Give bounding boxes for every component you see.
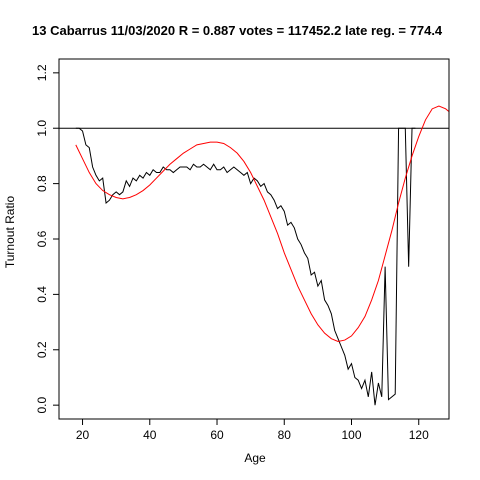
x-tick-label: 60 bbox=[210, 428, 224, 442]
x-tick-label: 100 bbox=[341, 428, 361, 442]
x-tick-label: 80 bbox=[278, 428, 292, 442]
x-tick-label: 120 bbox=[409, 428, 429, 442]
plot-area: 20 40 60 80 100 120 0.0 0.2 0.4 0.6 0.8 1.0 1.2 bbox=[35, 58, 450, 442]
y-tick-label: 0.6 bbox=[35, 230, 49, 247]
x-axis-label: Age bbox=[244, 451, 266, 465]
plot-frame bbox=[58, 58, 450, 420]
x-tick-label: 40 bbox=[143, 428, 157, 442]
x-tick-label: 20 bbox=[76, 428, 90, 442]
y-tick-label: 0.8 bbox=[35, 175, 49, 192]
y-tick-label: 0.2 bbox=[35, 341, 49, 358]
y-tick-label: 1.2 bbox=[35, 64, 49, 81]
y-tick-label: 0.4 bbox=[35, 286, 49, 303]
y-axis-label: Turnout Ratio bbox=[3, 196, 17, 269]
fitted-curve-line bbox=[75, 105, 449, 342]
observed-turnout-line bbox=[75, 127, 416, 406]
chart-title: 13 Cabarrus 11/03/2020 R = 0.887 votes =… bbox=[32, 23, 443, 38]
y-tick-label: 1.0 bbox=[35, 120, 49, 137]
y-tick-label: 0.0 bbox=[35, 396, 49, 413]
